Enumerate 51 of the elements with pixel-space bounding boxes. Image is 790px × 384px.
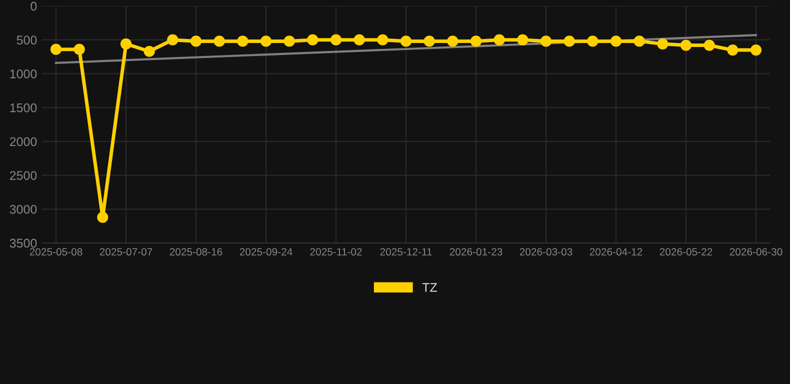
x-tick-label: 2026-04-12 bbox=[590, 248, 642, 256]
legend-label: TZ bbox=[422, 283, 437, 292]
x-tick-label: 2025-05-08 bbox=[30, 248, 82, 256]
point bbox=[657, 38, 668, 50]
x-tick-label: 2025-09-24 bbox=[240, 248, 292, 256]
x-tick-label: 2025-08-16 bbox=[170, 248, 222, 256]
y-tick-label: 1500 bbox=[10, 103, 37, 112]
point bbox=[330, 34, 342, 46]
point bbox=[214, 36, 225, 47]
point bbox=[447, 36, 458, 47]
x-tick-label: 2026-01-23 bbox=[450, 248, 502, 256]
point bbox=[400, 36, 412, 47]
point bbox=[354, 34, 365, 46]
point bbox=[307, 34, 318, 46]
point bbox=[120, 38, 132, 50]
point bbox=[377, 34, 388, 46]
point bbox=[50, 44, 62, 55]
point bbox=[517, 34, 528, 46]
y-tick-label: 3500 bbox=[10, 238, 37, 248]
point bbox=[727, 44, 738, 56]
point bbox=[470, 36, 482, 47]
x-tick-label: 2025-12-11 bbox=[380, 248, 432, 256]
point bbox=[634, 36, 645, 47]
x-tick-label: 2026-06-30 bbox=[730, 248, 782, 256]
point bbox=[97, 212, 108, 223]
point bbox=[587, 36, 598, 47]
point bbox=[750, 44, 762, 56]
point bbox=[284, 36, 295, 47]
y-tick-label: 3000 bbox=[10, 204, 37, 214]
point bbox=[564, 36, 575, 47]
point bbox=[540, 36, 552, 47]
point bbox=[144, 46, 155, 57]
x-tick-label: 2026-03-03 bbox=[520, 248, 572, 256]
x-tick-label: 2025-07-07 bbox=[100, 248, 152, 256]
point bbox=[680, 40, 692, 51]
y-tick-label: 1000 bbox=[10, 70, 37, 78]
x-tick-label: 2026-05-22 bbox=[660, 248, 712, 256]
y-tick-label: 0 bbox=[30, 2, 37, 11]
point bbox=[74, 44, 85, 55]
x-tick-label: 2025-11-02 bbox=[310, 248, 362, 256]
point bbox=[610, 36, 622, 47]
point bbox=[167, 34, 178, 46]
y-tick-label: 500 bbox=[16, 36, 37, 45]
point bbox=[704, 40, 715, 51]
point bbox=[237, 36, 248, 47]
point bbox=[494, 34, 505, 46]
point bbox=[260, 36, 272, 47]
y-tick-label: 2000 bbox=[10, 137, 37, 146]
y-tick-label: 2500 bbox=[10, 171, 37, 180]
point bbox=[190, 36, 202, 47]
point bbox=[424, 36, 435, 47]
